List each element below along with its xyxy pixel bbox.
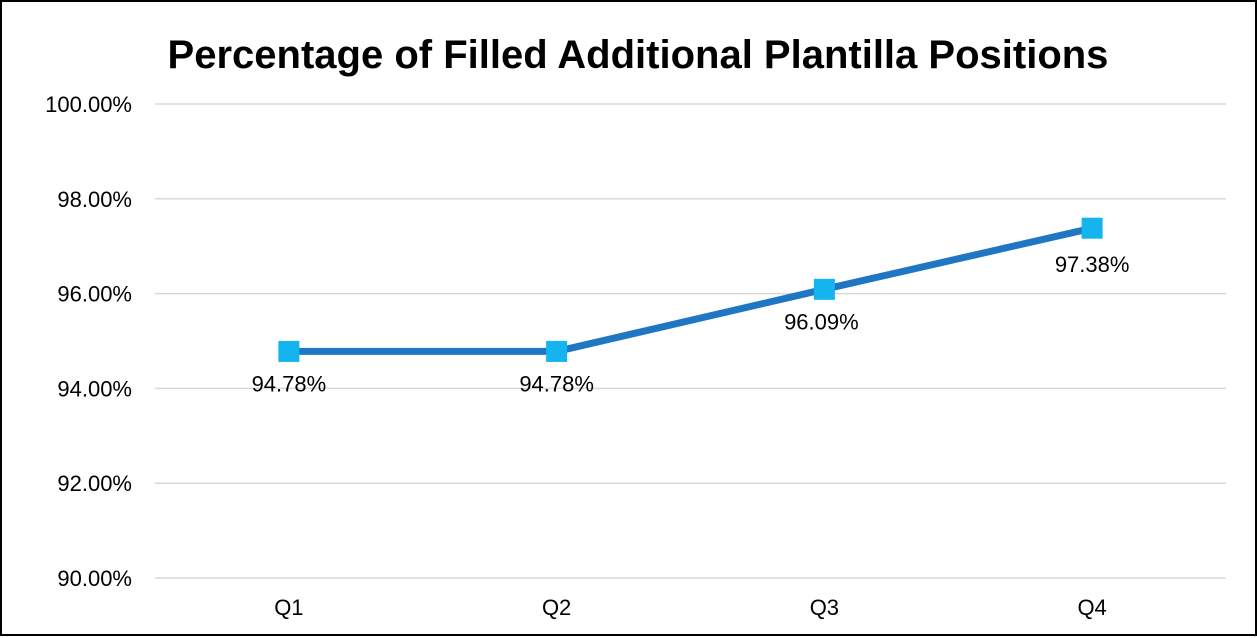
data-point-marker [278, 340, 300, 362]
y-tick-label: 92.00% [57, 471, 132, 496]
data-label: 94.78% [519, 371, 594, 396]
x-tick-label: Q2 [542, 595, 571, 620]
x-tick-label: Q4 [1077, 595, 1106, 620]
series-markers [278, 217, 1103, 362]
series-line [285, 224, 1096, 355]
x-tick-label: Q1 [274, 595, 303, 620]
y-tick-label: 100.00% [45, 92, 132, 117]
gridlines [155, 103, 1226, 579]
y-tick-label: 90.00% [57, 566, 132, 591]
data-label: 96.09% [784, 309, 859, 334]
y-tick-label: 96.00% [57, 282, 132, 307]
x-axis-tick-labels: Q1 Q2 Q3 Q4 [274, 595, 1107, 620]
y-tick-label: 98.00% [57, 187, 132, 212]
data-label: 94.78% [252, 371, 327, 396]
data-labels: 94.78% 94.78% 96.09% 97.38% [252, 252, 1130, 396]
data-label: 97.38% [1055, 252, 1130, 277]
x-tick-label: Q3 [810, 595, 839, 620]
data-point-marker [546, 340, 568, 362]
chart-title: Percentage of Filled Additional Plantill… [168, 33, 1109, 77]
data-point-marker [813, 278, 835, 300]
series-line-group [285, 224, 1096, 355]
y-axis-tick-labels: 90.00% 92.00% 94.00% 96.00% 98.00% 100.00% [45, 92, 132, 591]
y-tick-label: 94.00% [57, 376, 132, 401]
data-point-marker [1081, 217, 1103, 239]
